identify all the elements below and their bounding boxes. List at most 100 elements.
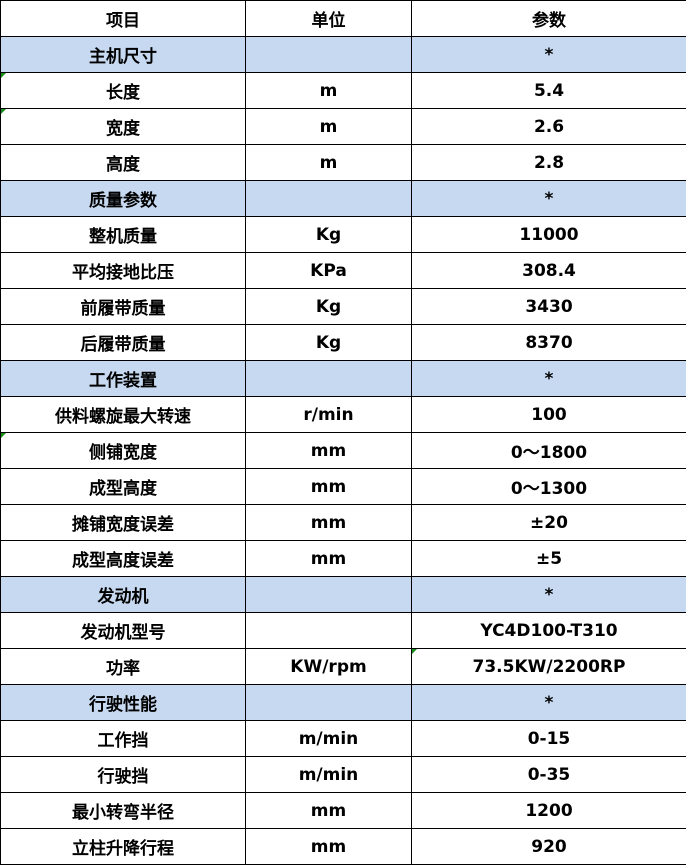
value-text: ±20	[530, 512, 568, 533]
cell-value[interactable]: 0～1800	[411, 432, 686, 469]
value-text: 2.8	[533, 152, 565, 173]
cell-unit[interactable]: mm	[245, 468, 412, 505]
cell-value[interactable]: *	[411, 360, 686, 397]
cell-value[interactable]: 73.5KW/2200RP	[411, 648, 686, 685]
value-text: *	[544, 368, 554, 389]
cell-item[interactable]: 整机质量	[0, 216, 246, 253]
cell-unit[interactable]: m	[245, 72, 412, 109]
cell-unit[interactable]: mm	[245, 792, 412, 829]
cell-unit[interactable]: Kg	[245, 324, 412, 361]
item-text: 摊铺宽度误差	[72, 515, 174, 535]
cell-value[interactable]: *	[411, 684, 686, 721]
cell-item[interactable]: 工作装置	[0, 360, 246, 397]
cell-unit[interactable]	[245, 684, 412, 721]
cell-unit[interactable]	[245, 576, 412, 613]
cell-item[interactable]: 工作挡	[0, 720, 246, 757]
cell-unit[interactable]: Kg	[245, 288, 412, 325]
unit-text: m	[319, 80, 338, 101]
cell-item[interactable]: 长度	[0, 72, 246, 109]
cell-value[interactable]: 1200	[411, 792, 686, 829]
cell-item[interactable]: 供料螺旋最大转速	[0, 396, 246, 433]
item-text: 宽度	[106, 119, 140, 139]
cell-item[interactable]: 行驶挡	[0, 756, 246, 793]
error-indicator-icon	[412, 649, 417, 654]
cell-item[interactable]: 前履带质量	[0, 288, 246, 325]
table-row: 工作挡 m/min 0-15	[0, 720, 686, 757]
cell-value[interactable]: *	[411, 576, 686, 613]
table-row: 长度 m 5.4	[0, 72, 686, 109]
cell-item[interactable]: 功率	[0, 648, 246, 685]
cell-value[interactable]: 0-35	[411, 756, 686, 793]
cell-item[interactable]: 侧铺宽度	[0, 432, 246, 469]
item-text: 平均接地比压	[72, 263, 174, 283]
table-row: 最小转弯半径 mm 1200	[0, 792, 686, 829]
item-text: 供料螺旋最大转速	[55, 407, 191, 427]
cell-unit[interactable]	[245, 360, 412, 397]
section-row: 质量参数 *	[0, 180, 686, 217]
cell-item[interactable]: 立柱升降行程	[0, 828, 246, 865]
cell-unit[interactable]: m/min	[245, 756, 412, 793]
cell-value[interactable]: 0～1300	[411, 468, 686, 505]
cell-item[interactable]: 行驶性能	[0, 684, 246, 721]
header-row: 项目 单位 参数	[0, 0, 686, 37]
cell-value[interactable]: *	[411, 180, 686, 217]
cell-item[interactable]: 主机尺寸	[0, 36, 246, 73]
cell-unit[interactable]	[245, 612, 412, 649]
cell-value[interactable]: 100	[411, 396, 686, 433]
cell-item[interactable]: 成型高度误差	[0, 540, 246, 577]
cell-item[interactable]: 摊铺宽度误差	[0, 504, 246, 541]
cell-value[interactable]: 5.4	[411, 72, 686, 109]
item-text: 行驶挡	[97, 767, 149, 787]
unit-text: m	[319, 152, 338, 173]
table-row: 高度 m 2.8	[0, 144, 686, 181]
cell-item[interactable]: 质量参数	[0, 180, 246, 217]
cell-unit[interactable]: mm	[245, 432, 412, 469]
cell-value[interactable]: *	[411, 36, 686, 73]
header-item: 项目	[0, 0, 246, 37]
value-text: 0-35	[527, 764, 571, 785]
cell-unit[interactable]: Kg	[245, 216, 412, 253]
value-text: 2.6	[533, 116, 565, 137]
cell-item[interactable]: 高度	[0, 144, 246, 181]
cell-item[interactable]: 成型高度	[0, 468, 246, 505]
cell-unit[interactable]	[245, 180, 412, 217]
cell-item[interactable]: 最小转弯半径	[0, 792, 246, 829]
cell-unit[interactable]: r/min	[245, 396, 412, 433]
cell-unit[interactable]: m	[245, 144, 412, 181]
value-text: 0-15	[527, 728, 571, 749]
cell-value[interactable]: 2.8	[411, 144, 686, 181]
cell-unit[interactable]: mm	[245, 828, 412, 865]
item-text: 成型高度误差	[72, 551, 174, 571]
cell-unit[interactable]: mm	[245, 540, 412, 577]
cell-value[interactable]: 0-15	[411, 720, 686, 757]
cell-unit[interactable]: KPa	[245, 252, 412, 289]
item-text: 整机质量	[89, 227, 157, 247]
cell-item[interactable]: 发动机型号	[0, 612, 246, 649]
cell-item[interactable]: 平均接地比压	[0, 252, 246, 289]
cell-value[interactable]: 3430	[411, 288, 686, 325]
unit-text: Kg	[315, 296, 342, 317]
cell-item[interactable]: 发动机	[0, 576, 246, 613]
value-text: YC4D100-T310	[480, 620, 618, 641]
cell-value[interactable]: 11000	[411, 216, 686, 253]
cell-unit[interactable]: KW/rpm	[245, 648, 412, 685]
cell-value[interactable]: 8370	[411, 324, 686, 361]
cell-item[interactable]: 宽度	[0, 108, 246, 145]
cell-value[interactable]: YC4D100-T310	[411, 612, 686, 649]
unit-text: KPa	[310, 260, 347, 281]
header-unit: 单位	[245, 0, 412, 37]
cell-unit[interactable]	[245, 36, 412, 73]
cell-unit[interactable]: mm	[245, 504, 412, 541]
cell-value[interactable]: 308.4	[411, 252, 686, 289]
cell-value[interactable]: ±20	[411, 504, 686, 541]
error-indicator-icon	[1, 109, 6, 114]
cell-value[interactable]: 2.6	[411, 108, 686, 145]
item-text: 立柱升降行程	[72, 839, 174, 859]
cell-item[interactable]: 后履带质量	[0, 324, 246, 361]
cell-unit[interactable]: m	[245, 108, 412, 145]
cell-value[interactable]: 920	[411, 828, 686, 865]
table-row: 侧铺宽度 mm 0～1800	[0, 432, 686, 469]
section-row: 行驶性能 *	[0, 684, 686, 721]
cell-value[interactable]: ±5	[411, 540, 686, 577]
cell-unit[interactable]: m/min	[245, 720, 412, 757]
